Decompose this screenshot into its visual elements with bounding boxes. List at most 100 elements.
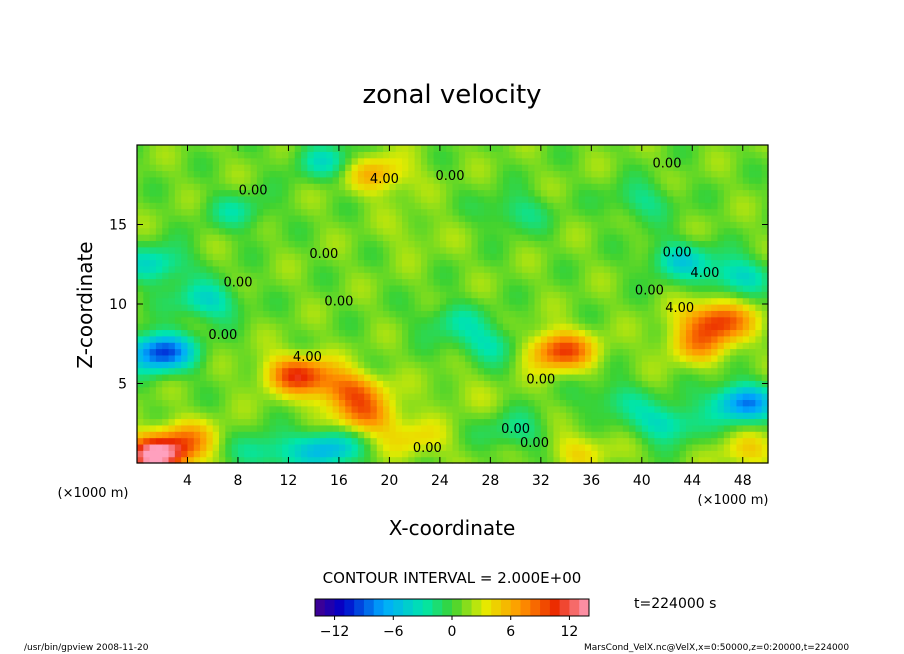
field-cell [717,189,725,197]
field-cell [256,214,264,222]
field-cell [660,221,668,229]
field-cell [162,189,170,197]
field-cell [610,367,618,375]
field-cell [231,157,239,165]
field-cell [414,151,422,159]
field-cell [572,145,580,152]
field-cell [698,304,706,311]
field-cell [578,310,586,318]
field-cell [730,234,738,241]
field-cell [313,399,321,407]
field-cell [288,272,296,280]
field-cell [231,323,239,331]
field-cell [383,291,390,299]
field-cell [749,437,756,445]
field-cell [465,195,473,203]
field-cell [137,418,144,426]
field-cell [622,367,630,375]
field-cell [648,367,656,375]
field-cell [345,208,353,216]
field-cell [294,151,302,159]
field-cell [162,329,170,337]
field-cell [174,189,182,197]
field-cell [528,164,536,172]
field-cell [237,329,245,337]
field-cell [515,227,523,235]
field-cell [376,284,384,292]
field-cell [591,431,599,439]
field-cell [326,367,334,375]
field-cell [534,424,542,432]
field-cell [307,393,315,400]
field-cell [452,361,460,369]
field-cell [237,157,245,165]
field-cell [559,310,567,318]
field-cell [660,145,668,152]
field-cell [389,151,397,159]
field-cell [231,304,239,311]
field-cell [711,157,719,165]
field-cell [332,145,340,152]
field-cell [319,278,327,286]
field-cell [250,297,258,305]
field-cell [250,195,258,203]
field-cell [219,348,226,356]
field-cell [225,329,233,337]
field-cell [685,183,693,191]
field-cell [742,214,750,222]
field-cell [654,380,662,388]
field-cell [540,170,548,178]
field-cell [395,361,403,369]
field-cell [622,393,630,400]
field-cell [174,259,182,267]
field-cell [616,450,624,458]
field-cell [389,170,397,178]
field-cell [389,221,397,229]
field-cell [326,208,334,216]
field-cell [723,164,731,172]
field-cell [332,405,340,413]
field-cell [395,316,403,324]
field-cell [616,164,624,172]
field-cell [749,329,756,337]
field-cell [540,183,548,191]
field-cell [471,227,479,235]
field-cell [351,221,359,229]
field-cell [307,316,315,324]
field-cell [667,253,674,261]
field-cell [313,253,321,261]
field-cell [269,373,277,381]
field-cell [534,348,542,356]
field-cell [446,164,454,172]
field-cell [502,380,510,388]
field-cell [149,431,157,439]
field-cell [566,386,573,394]
field-cell [597,272,605,280]
field-cell [572,291,580,299]
field-cell [200,399,208,407]
field-cell [219,456,226,464]
field-cell [402,214,409,222]
field-cell [332,380,340,388]
field-cell [667,316,674,324]
field-cell [761,342,769,350]
field-cell [597,157,605,165]
field-cell [648,170,656,178]
field-cell [622,278,630,286]
field-cell [357,361,365,369]
field-cell [685,393,693,400]
field-cell [193,450,201,458]
field-cell [667,183,674,191]
field-cell [168,151,176,159]
field-cell [603,386,611,394]
field-cell [231,259,239,267]
field-cell [231,195,239,203]
field-cell [465,214,473,222]
field-cell [528,310,536,318]
field-cell [427,170,435,178]
field-cell [730,202,738,210]
field-cell [559,189,567,197]
field-cell [244,176,252,184]
field-cell [332,393,340,400]
field-cell [629,348,637,356]
